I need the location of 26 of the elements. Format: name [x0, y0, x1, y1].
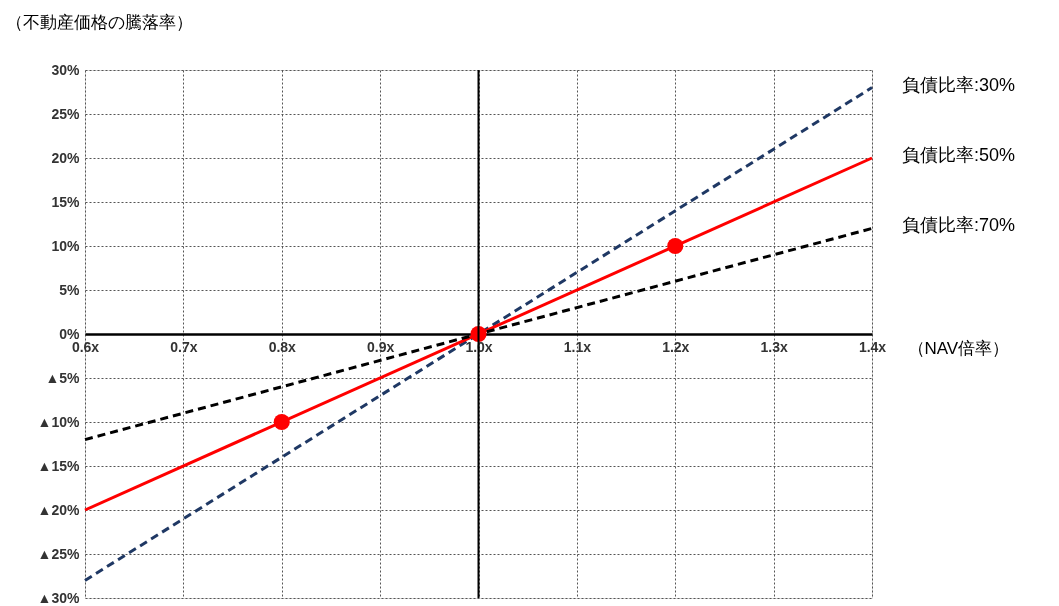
y-tick-label: 20% — [51, 149, 81, 166]
y-tick-label: 15% — [51, 193, 81, 210]
y-tick-label: ▲20% — [37, 501, 81, 518]
y-tick-label: 25% — [51, 105, 81, 122]
x-tick-label: 1.3x — [760, 338, 788, 355]
series-label: 負債比率:50% — [902, 145, 1016, 165]
x-axis-title: （NAV倍率） — [907, 338, 1010, 358]
x-tick-label: 1.1x — [563, 338, 592, 355]
point — [273, 413, 290, 431]
y-tick-label: ▲15% — [37, 457, 81, 474]
x-tick-label: 1.2x — [662, 338, 690, 355]
y-tick-label: ▲5% — [45, 369, 81, 386]
y-tick-label: 30% — [51, 61, 81, 78]
series-label: 負債比率:30% — [902, 74, 1016, 95]
x-tick-label: 0.7x — [170, 338, 198, 355]
y-tick-label: ▲30% — [37, 589, 81, 606]
series-label: 負債比率:70% — [902, 215, 1016, 236]
x-tick-label: 1.4x — [858, 338, 887, 355]
y-axis-title: （不動産価格の騰落率） — [5, 12, 193, 32]
y-tick-label: ▲25% — [37, 545, 81, 562]
x-tick-label: 0.9x — [367, 338, 395, 355]
y-tick-label: ▲10% — [37, 413, 81, 430]
y-tick-label: 5% — [59, 281, 81, 298]
y-tick-label: 10% — [51, 237, 81, 254]
x-tick-label: 0.8x — [268, 338, 297, 355]
point — [667, 237, 684, 255]
